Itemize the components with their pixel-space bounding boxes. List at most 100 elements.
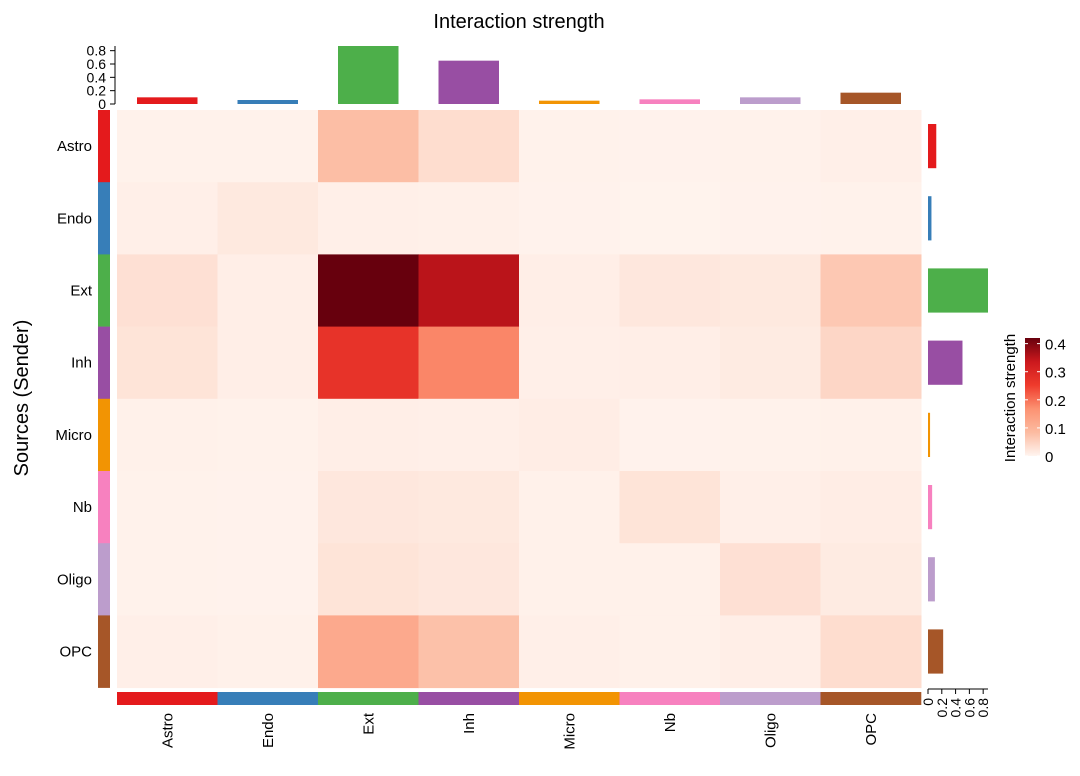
- column-label-endo: Endo: [260, 713, 277, 748]
- heatmap-cell-opc-inh: [418, 615, 520, 689]
- heatmap-cell-ext-micro: [519, 254, 620, 328]
- top-bar-nb: [639, 99, 700, 104]
- heatmap-cell-astro-micro: [519, 110, 620, 183]
- heatmap-cell-micro-micro: [519, 398, 620, 472]
- colorbar-tick-label: 0.4: [1045, 337, 1066, 354]
- row-label-ext: Ext: [70, 283, 93, 300]
- row-label-oligo: Oligo: [57, 571, 92, 588]
- heatmap-cell-micro-opc: [820, 398, 922, 472]
- heatmap-cell-micro-ext: [318, 398, 419, 472]
- heatmap-cell-nb-opc: [820, 471, 922, 544]
- top-bar-astro: [137, 97, 198, 104]
- heatmap-cell-endo-astro: [117, 182, 218, 255]
- column-label-astro: Astro: [159, 713, 176, 748]
- heatmap-cell-oligo-endo: [217, 543, 319, 616]
- row-label-inh: Inh: [71, 355, 92, 372]
- right-bar-nb: [928, 485, 933, 530]
- column-color-inh: [418, 692, 520, 705]
- heatmap-cell-astro-astro: [117, 110, 218, 183]
- top-bar-opc: [840, 92, 901, 104]
- right-bar-annotation: 00.20.40.60.8: [920, 124, 991, 717]
- column-label-oligo: Oligo: [762, 713, 779, 748]
- row-color-nb: [98, 471, 110, 544]
- heatmap-cell-ext-ext: [318, 254, 419, 328]
- heatmap-cell-inh-nb: [619, 326, 721, 400]
- heatmap-cell-inh-astro: [117, 326, 218, 400]
- row-label-opc: OPC: [59, 644, 92, 661]
- top-bar-micro: [539, 100, 600, 104]
- right-bar-micro: [928, 412, 931, 457]
- column-color-endo: [217, 692, 319, 705]
- top-bar-tick-label: 0.4: [87, 69, 107, 85]
- row-color-strip: [98, 110, 110, 688]
- heatmap-cell-astro-endo: [217, 110, 319, 183]
- column-labels: Astro Endo Ext Inh Micro Nb Oligo OPC: [159, 712, 880, 749]
- heatmap-cell-nb-oligo: [720, 471, 821, 544]
- heatmap-cell-endo-inh: [418, 182, 520, 255]
- top-bar-tick-label: 0: [98, 96, 106, 112]
- heatmap-cell-inh-oligo: [720, 326, 821, 400]
- column-color-nb: [619, 692, 721, 705]
- column-color-opc: [820, 692, 922, 705]
- colorbar-tick-label: 0.1: [1045, 421, 1066, 438]
- heatmap-cell-opc-oligo: [720, 615, 821, 689]
- top-bar-tick-label: 0.2: [87, 83, 107, 99]
- heatmap-cell-endo-endo: [217, 182, 319, 255]
- chart-title: Interaction strength: [433, 11, 604, 33]
- colorbar-tick-label: 0.2: [1045, 393, 1066, 410]
- top-bar-inh: [438, 60, 499, 104]
- top-bar-annotation: 00.20.40.60.8: [87, 43, 901, 112]
- top-bar-endo: [237, 100, 298, 104]
- column-label-nb: Nb: [662, 713, 679, 732]
- colorbar-tick-label: 0.3: [1045, 365, 1066, 382]
- row-label-micro: Micro: [55, 427, 92, 444]
- heatmap-cell-micro-endo: [217, 398, 319, 472]
- row-label-astro: Astro: [57, 138, 92, 155]
- column-color-strip: [117, 692, 922, 705]
- column-color-oligo: [720, 692, 821, 705]
- top-bar-oligo: [740, 97, 801, 104]
- row-color-astro: [98, 110, 110, 183]
- top-bar-tick-label: 0.6: [87, 56, 107, 72]
- heatmap-cell-nb-ext: [318, 471, 419, 544]
- right-bar-tick-label: 0: [920, 698, 936, 706]
- heatmap-cell-opc-endo: [217, 615, 319, 689]
- heatmap-cell-oligo-inh: [418, 543, 520, 616]
- heatmap-cell-oligo-micro: [519, 543, 620, 616]
- heatmap-cell-ext-oligo: [720, 254, 821, 328]
- top-bar-ext: [338, 46, 399, 104]
- column-label-opc: OPC: [863, 713, 880, 746]
- heatmap-cell-nb-nb: [619, 471, 721, 544]
- heatmap-cell-opc-ext: [318, 615, 419, 689]
- heatmap-cell-ext-astro: [117, 254, 218, 328]
- heatmap-cell-nb-endo: [217, 471, 319, 544]
- right-bar-astro: [928, 124, 937, 169]
- heatmap-cell-endo-ext: [318, 182, 419, 255]
- right-bar-ext: [928, 268, 988, 313]
- heatmap-cell-micro-oligo: [720, 398, 821, 472]
- column-color-ext: [318, 692, 419, 705]
- heatmap-cell-opc-opc: [820, 615, 922, 689]
- heatmap-cell-ext-inh: [418, 254, 520, 328]
- heatmap-cell-inh-endo: [217, 326, 319, 400]
- column-label-ext: Ext: [360, 712, 377, 735]
- heatmap-cell-ext-endo: [217, 254, 319, 328]
- heatmap-cell-endo-oligo: [720, 182, 821, 255]
- heatmap-cell-oligo-oligo: [720, 543, 821, 616]
- row-color-inh: [98, 326, 110, 400]
- heatmap-cell-astro-ext: [318, 110, 419, 183]
- row-label-nb: Nb: [73, 499, 92, 516]
- colorbar-tick-label: 0: [1045, 449, 1053, 466]
- heatmap-cell-micro-inh: [418, 398, 520, 472]
- right-bar-inh: [928, 340, 963, 385]
- column-color-micro: [519, 692, 620, 705]
- heatmap-cell-inh-ext: [318, 326, 419, 400]
- top-bar-tick-label: 0.8: [87, 43, 107, 59]
- heatmap-cell-opc-astro: [117, 615, 218, 689]
- heatmap-cell-oligo-astro: [117, 543, 218, 616]
- right-bar-endo: [928, 196, 932, 241]
- row-labels: Astro Endo Ext Inh Micro Nb Oligo OPC: [55, 138, 92, 660]
- heatmap-cell-inh-inh: [418, 326, 520, 400]
